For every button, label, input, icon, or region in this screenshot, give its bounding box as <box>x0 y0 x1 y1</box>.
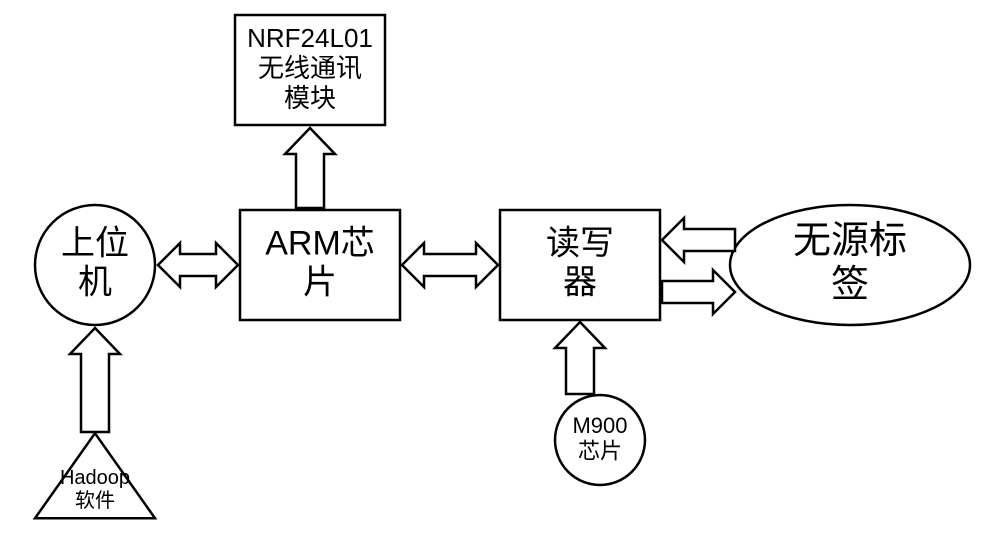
svg-text:片: 片 <box>303 264 337 302</box>
svg-text:上位: 上位 <box>61 224 129 262</box>
svg-text:ARM芯: ARM芯 <box>265 224 375 262</box>
svg-text:器: 器 <box>563 264 597 302</box>
svg-text:读写: 读写 <box>546 224 614 262</box>
svg-text:Hadoop: Hadoop <box>60 467 130 489</box>
svg-text:机: 机 <box>78 264 112 302</box>
svg-text:软件: 软件 <box>75 489 115 512</box>
svg-text:NRF24L01: NRF24L01 <box>247 23 373 53</box>
svg-text:无线通讯: 无线通讯 <box>258 53 362 83</box>
svg-text:签: 签 <box>831 264 869 306</box>
svg-text:芯片: 芯片 <box>578 438 622 463</box>
svg-text:M900: M900 <box>572 413 627 438</box>
svg-text:无源标: 无源标 <box>793 220 907 262</box>
svg-text:模块: 模块 <box>284 83 336 113</box>
